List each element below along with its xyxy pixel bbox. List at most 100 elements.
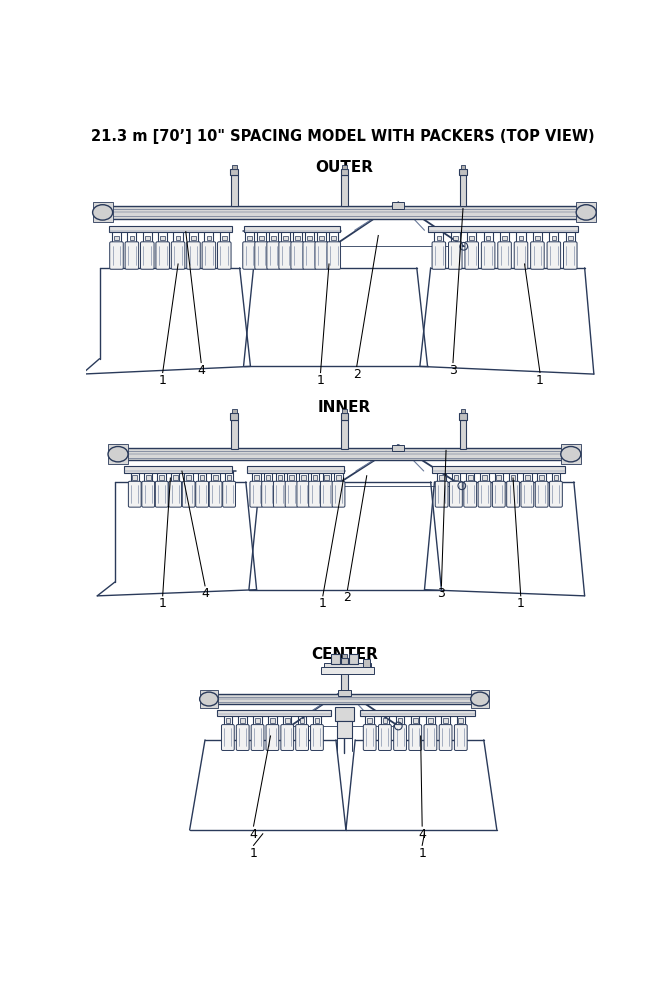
Text: 4: 4	[201, 587, 209, 600]
FancyBboxPatch shape	[169, 481, 181, 507]
Bar	[482, 475, 487, 480]
Bar	[341, 175, 348, 206]
Bar	[432, 466, 564, 473]
Bar	[191, 235, 196, 240]
Bar	[213, 475, 218, 480]
Bar	[398, 718, 403, 723]
FancyBboxPatch shape	[266, 725, 279, 750]
Bar	[114, 235, 119, 240]
Bar	[241, 718, 245, 723]
Bar	[568, 235, 573, 240]
Bar	[205, 694, 484, 704]
Bar	[428, 718, 433, 723]
FancyBboxPatch shape	[481, 242, 495, 269]
FancyBboxPatch shape	[128, 481, 141, 507]
Bar	[278, 475, 282, 480]
Bar	[460, 420, 466, 449]
Text: 1: 1	[249, 847, 257, 860]
Bar	[461, 409, 465, 413]
Bar	[554, 475, 558, 480]
Bar	[176, 235, 180, 240]
Bar	[458, 718, 463, 723]
FancyBboxPatch shape	[209, 481, 222, 507]
FancyBboxPatch shape	[156, 242, 169, 269]
Bar	[360, 710, 474, 716]
Ellipse shape	[470, 692, 489, 706]
FancyBboxPatch shape	[435, 481, 448, 507]
Bar	[115, 448, 574, 460]
FancyBboxPatch shape	[315, 242, 329, 269]
Bar	[497, 475, 501, 480]
FancyBboxPatch shape	[507, 481, 519, 507]
FancyBboxPatch shape	[243, 242, 256, 269]
Text: 21.3 m [70’] 10" SPACING MODEL WITH PACKERS (TOP VIEW): 21.3 m [70’] 10" SPACING MODEL WITH PACK…	[91, 129, 595, 144]
Bar	[93, 202, 113, 222]
Bar	[270, 718, 275, 723]
Bar	[222, 235, 226, 240]
FancyBboxPatch shape	[196, 481, 208, 507]
Ellipse shape	[93, 205, 113, 220]
Ellipse shape	[576, 205, 596, 220]
FancyBboxPatch shape	[110, 242, 123, 269]
Bar	[338, 690, 351, 696]
FancyBboxPatch shape	[478, 481, 491, 507]
Text: CENTER: CENTER	[311, 647, 378, 662]
FancyBboxPatch shape	[378, 725, 391, 750]
Bar	[460, 175, 466, 206]
Bar	[259, 235, 264, 240]
Bar	[335, 707, 353, 721]
Bar	[132, 475, 137, 480]
FancyBboxPatch shape	[439, 725, 452, 750]
Bar	[99, 206, 589, 219]
Bar	[342, 409, 347, 413]
Bar	[254, 475, 259, 480]
Bar	[109, 226, 232, 232]
Bar	[453, 235, 458, 240]
Text: 3: 3	[437, 587, 446, 600]
Text: 1: 1	[418, 847, 426, 860]
Text: 3: 3	[449, 364, 457, 377]
FancyBboxPatch shape	[514, 242, 528, 269]
Bar	[392, 445, 405, 451]
FancyBboxPatch shape	[454, 725, 467, 750]
FancyBboxPatch shape	[261, 481, 274, 507]
FancyBboxPatch shape	[296, 725, 308, 750]
Text: 1: 1	[317, 374, 325, 387]
Bar	[226, 718, 230, 723]
Bar	[186, 475, 191, 480]
Text: 1: 1	[319, 597, 327, 610]
Bar	[247, 235, 252, 240]
Text: 4: 4	[249, 828, 257, 841]
Bar	[363, 659, 370, 667]
Bar	[200, 475, 204, 480]
Bar	[437, 235, 441, 240]
FancyBboxPatch shape	[218, 242, 231, 269]
FancyBboxPatch shape	[321, 481, 333, 507]
FancyBboxPatch shape	[285, 481, 298, 507]
Text: OUTER: OUTER	[315, 160, 374, 175]
FancyBboxPatch shape	[303, 242, 317, 269]
FancyBboxPatch shape	[155, 481, 168, 507]
Text: 2: 2	[343, 591, 351, 604]
Text: 1: 1	[159, 374, 167, 387]
Bar	[439, 475, 444, 480]
Bar	[226, 475, 231, 480]
FancyBboxPatch shape	[448, 242, 462, 269]
FancyBboxPatch shape	[274, 481, 286, 507]
FancyBboxPatch shape	[493, 481, 505, 507]
FancyBboxPatch shape	[364, 725, 376, 750]
Text: 1: 1	[536, 374, 544, 387]
FancyBboxPatch shape	[332, 481, 345, 507]
FancyBboxPatch shape	[140, 242, 154, 269]
Bar	[342, 165, 347, 169]
Bar	[576, 202, 596, 222]
FancyBboxPatch shape	[125, 242, 138, 269]
Bar	[312, 475, 317, 480]
Text: 4: 4	[418, 828, 426, 841]
Text: INNER: INNER	[318, 400, 371, 415]
FancyBboxPatch shape	[281, 725, 294, 750]
Bar	[336, 475, 341, 480]
Bar	[341, 169, 348, 175]
Text: 4: 4	[198, 364, 205, 377]
Bar	[232, 409, 237, 413]
